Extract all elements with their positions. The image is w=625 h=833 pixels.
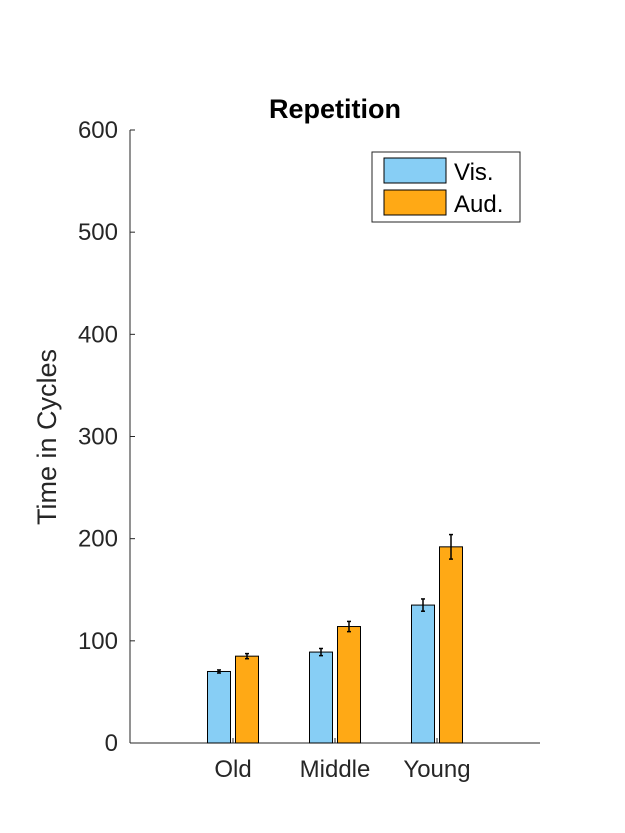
bar-vis-middle xyxy=(309,651,333,744)
bar-aud-young xyxy=(439,546,463,744)
y-tick-label: 500 xyxy=(78,219,118,246)
chart-title: Repetition xyxy=(269,94,401,124)
x-tick-label: Young xyxy=(403,756,470,783)
bar-vis-old xyxy=(207,670,231,744)
x-tick-label: Middle xyxy=(300,756,371,783)
legend: Vis. Aud. xyxy=(371,151,521,223)
bar-aud-old xyxy=(235,655,259,744)
y-tick-labels: 0 100 200 300 400 500 600 xyxy=(78,117,118,757)
bar-vis-young xyxy=(411,604,435,744)
y-tick-label: 0 xyxy=(105,730,118,757)
bars-group xyxy=(207,546,463,744)
legend-swatch-aud xyxy=(383,189,447,216)
x-tick-label: Old xyxy=(214,756,251,783)
y-tick-label: 400 xyxy=(78,321,118,348)
y-axis-label: Time in Cycles xyxy=(32,349,62,525)
legend-label-vis: Vis. xyxy=(454,159,494,186)
y-tick-label: 300 xyxy=(78,424,118,451)
error-bars-group xyxy=(217,533,453,674)
bar-aud-middle xyxy=(337,626,361,744)
y-tick-label: 200 xyxy=(78,526,118,553)
legend-swatch-vis xyxy=(383,157,447,184)
legend-label-aud: Aud. xyxy=(454,191,503,218)
axes xyxy=(129,129,540,744)
y-tick-label: 600 xyxy=(78,117,118,144)
x-tick-labels: Old Middle Young xyxy=(214,756,470,783)
y-tick-label: 100 xyxy=(78,628,118,655)
